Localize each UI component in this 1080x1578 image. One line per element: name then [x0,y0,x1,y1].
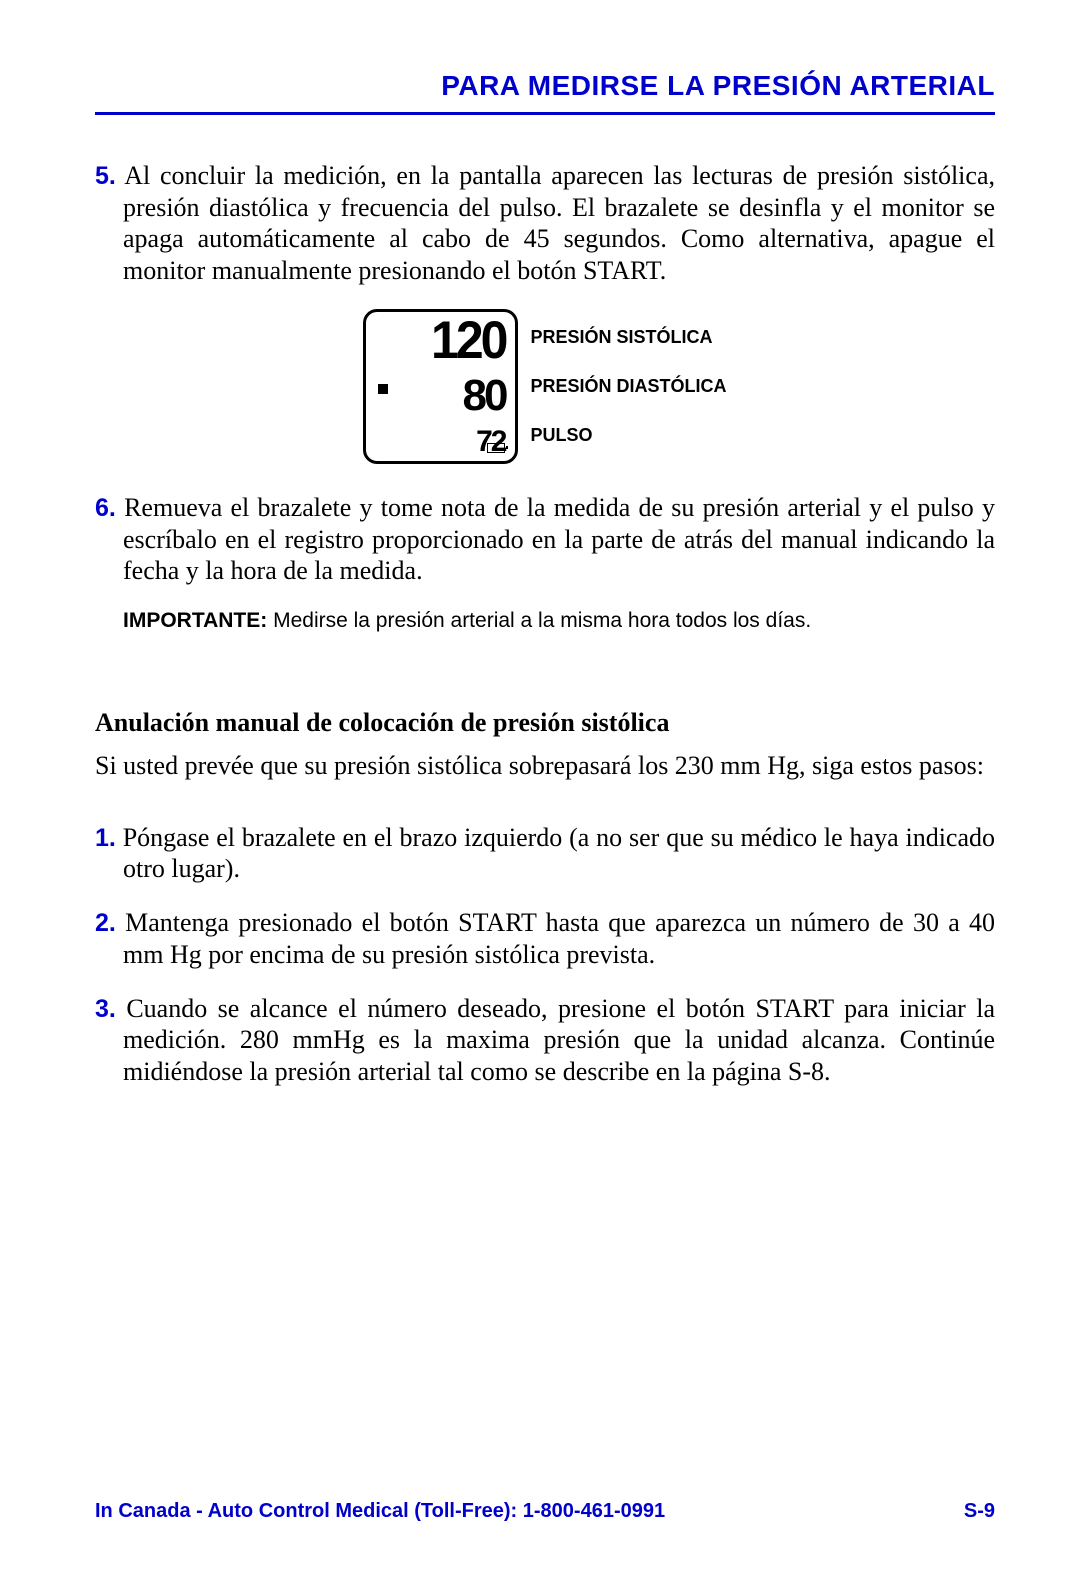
override-step-3: 3. Cuando se alcance el número deseado, … [95,993,995,1088]
step-5: 5. Al concluir la medición, en la pantal… [95,160,995,287]
step-number: 6. [95,494,116,522]
label-systolic: PRESIÓN SISTÓLICA [530,313,726,362]
note-label: IMPORTANTE: [123,609,267,632]
step-number: 3. [95,995,116,1023]
page-footer: In Canada - Auto Control Medical (Toll-F… [95,1500,995,1523]
footer-left: In Canada - Auto Control Medical (Toll-F… [95,1500,665,1523]
step-number: 1. [95,824,116,852]
lcd-screen: 120 80 72 [363,309,518,464]
section-intro: Si usted prevée que su presión sistólica… [95,750,995,782]
battery-icon [487,443,505,453]
footer-page-number: S-9 [964,1500,995,1523]
override-step-1: 1. Póngase el brazalete en el brazo izqu… [95,822,995,885]
section-heading: Anulación manual de colocación de presió… [95,708,995,738]
step-number: 2. [95,909,116,937]
label-pulse: PULSO [530,411,726,460]
manual-page: PARA MEDIRSE LA PRESIÓN ARTERIAL 5. Al c… [0,0,1080,1578]
important-note: IMPORTANTE: Medirse la presión arterial … [95,609,995,633]
lcd-labels: PRESIÓN SISTÓLICA PRESIÓN DIASTÓLICA PUL… [530,313,726,459]
override-step-2: 2. Mantenga presionado el botón START ha… [95,907,995,970]
page-header: PARA MEDIRSE LA PRESIÓN ARTERIAL [95,70,995,112]
lcd-indicator-dot [378,384,388,394]
note-text: Medirse la presión arterial a la misma h… [267,609,811,632]
label-diastolic: PRESIÓN DIASTÓLICA [530,362,726,411]
step-text: Mantenga presionado el botón START hasta… [123,908,995,969]
step-text: Al concluir la medición, en la pantalla … [123,161,995,285]
step-text: Cuando se alcance el número deseado, pre… [123,994,995,1086]
step-text: Póngase el brazalete en el brazo izquier… [123,823,995,884]
lcd-diastolic: 80 [463,376,506,416]
step-number: 5. [95,162,116,190]
header-rule [95,112,995,115]
lcd-figure: 120 80 72 PRESIÓN SISTÓLICA PRESIÓN DIAS… [95,309,995,464]
step-6: 6. Remueva el brazalete y tome nota de l… [95,492,995,587]
step-text: Remueva el brazalete y tome nota de la m… [123,493,995,585]
lcd-systolic: 120 [431,317,505,364]
